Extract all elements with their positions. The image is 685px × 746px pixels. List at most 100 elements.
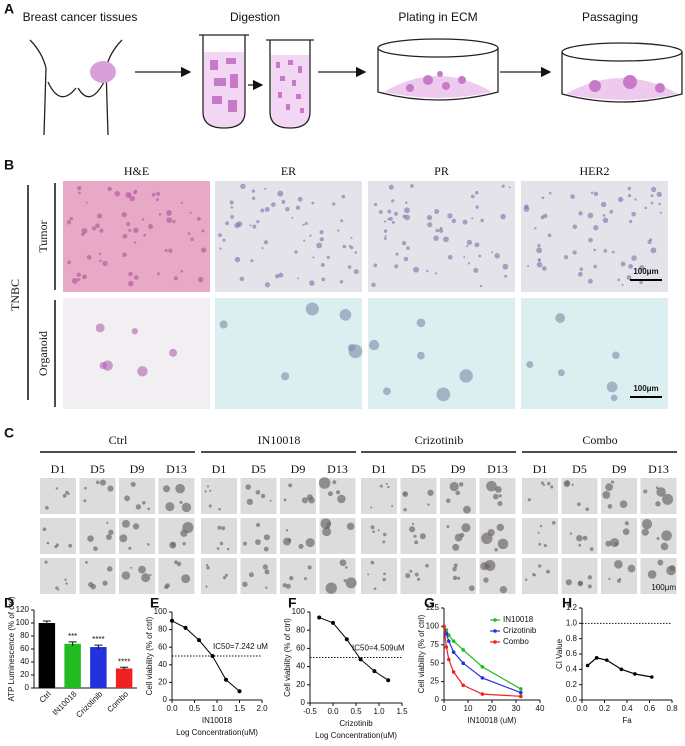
data-point xyxy=(480,665,485,669)
organoid xyxy=(46,541,50,545)
organoid xyxy=(576,534,583,542)
organoid xyxy=(367,573,370,576)
cell xyxy=(587,212,594,219)
cell xyxy=(91,226,97,231)
cell xyxy=(416,318,426,328)
y-tick-label: 1.2 xyxy=(566,603,578,612)
organoid xyxy=(135,504,142,510)
organoid xyxy=(142,501,146,505)
x-tick-label: 30 xyxy=(512,704,521,713)
y-axis-label: ATP Luminescence (% of ctrl) xyxy=(7,596,16,701)
cell xyxy=(593,191,599,197)
organoid xyxy=(385,482,388,485)
cell xyxy=(66,220,72,225)
organoid xyxy=(83,499,87,503)
row-label: Tumor xyxy=(36,220,50,252)
cell xyxy=(527,264,530,268)
error-bar xyxy=(94,644,103,649)
cell xyxy=(348,244,352,248)
cell xyxy=(197,276,204,283)
cell xyxy=(606,381,618,393)
organoid xyxy=(656,487,666,497)
organoid xyxy=(107,485,114,492)
organoid xyxy=(660,542,669,551)
organoid xyxy=(461,523,471,533)
organoid xyxy=(221,526,226,531)
cell xyxy=(304,221,308,226)
x-tick-label: 0.0 xyxy=(327,707,339,716)
cell xyxy=(572,250,577,255)
cell xyxy=(426,214,433,221)
chart-subtitle: Crizotinib xyxy=(339,719,373,728)
cell xyxy=(491,251,494,254)
organoid xyxy=(427,489,434,496)
data-point xyxy=(519,694,523,699)
cell xyxy=(326,255,330,260)
cell xyxy=(631,255,637,261)
group-label: TNBC xyxy=(8,279,22,311)
organoid xyxy=(496,523,504,532)
cell xyxy=(438,228,444,233)
organoid xyxy=(344,566,348,569)
cell xyxy=(631,211,636,217)
y-tick-label: 0 xyxy=(301,698,306,707)
organoid xyxy=(130,481,136,487)
cell xyxy=(404,207,410,214)
y-tick-label: 0.8 xyxy=(566,634,578,643)
cell xyxy=(261,247,264,250)
organoid xyxy=(607,504,613,509)
cell xyxy=(388,184,394,190)
organoid xyxy=(265,586,268,589)
cell xyxy=(96,213,103,219)
organoid-image xyxy=(319,558,356,594)
cell xyxy=(537,243,541,248)
organoid xyxy=(242,541,247,546)
organoid-image xyxy=(201,478,237,514)
cell xyxy=(470,194,475,199)
y-tick-label: 50 xyxy=(430,658,439,667)
organoid xyxy=(425,563,429,568)
organoid xyxy=(377,529,380,532)
cell xyxy=(467,262,471,265)
cell xyxy=(229,200,234,205)
cell xyxy=(187,232,191,236)
cell xyxy=(230,205,234,209)
organoid xyxy=(224,573,228,577)
cell xyxy=(600,201,607,208)
organoid xyxy=(587,575,593,580)
y-tick-label: 60 xyxy=(158,642,167,651)
organoid xyxy=(147,543,150,546)
organoid xyxy=(494,486,502,493)
data-point xyxy=(372,669,377,674)
cell xyxy=(95,323,105,333)
column-header: H&E xyxy=(124,164,149,178)
cell xyxy=(578,211,583,216)
y-tick-label: 20 xyxy=(158,678,167,687)
organoid xyxy=(305,538,315,548)
cell xyxy=(281,372,290,381)
organoid xyxy=(147,507,151,511)
cell xyxy=(67,260,72,265)
cell xyxy=(541,196,545,200)
legend-marker xyxy=(493,629,497,633)
y-tick-label: 80 xyxy=(20,631,29,640)
y-tick-label: 0 xyxy=(163,695,168,704)
y-tick-label: 40 xyxy=(20,657,29,666)
organoid-image xyxy=(79,558,116,594)
cell xyxy=(474,242,480,248)
cell xyxy=(81,232,85,237)
organoid xyxy=(608,577,611,581)
cell xyxy=(98,252,102,256)
column-header: HER2 xyxy=(580,164,610,178)
y-tick-label: 0.6 xyxy=(566,649,578,658)
cell xyxy=(264,282,271,288)
organoid xyxy=(180,529,188,537)
organoid xyxy=(242,581,248,587)
day-label: D13 xyxy=(327,462,348,476)
organoid xyxy=(255,539,261,545)
cell xyxy=(555,313,566,323)
cell xyxy=(99,228,104,233)
organoid xyxy=(269,499,272,502)
cell xyxy=(252,224,257,229)
x-tick-label: 10 xyxy=(464,704,473,713)
